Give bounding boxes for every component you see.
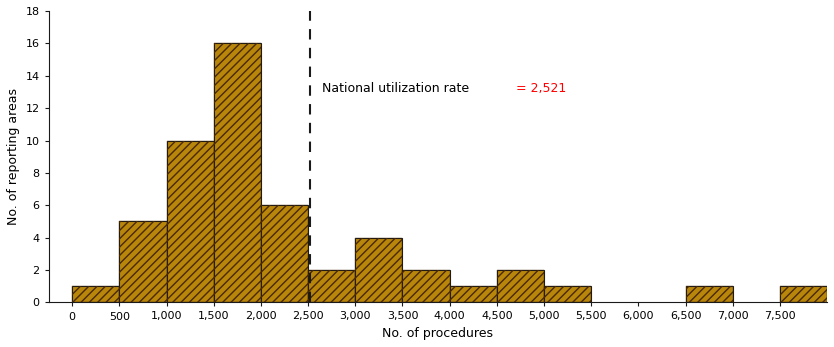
Y-axis label: No. of reporting areas: No. of reporting areas bbox=[7, 88, 20, 225]
Bar bbox=[73, 286, 119, 303]
Bar bbox=[497, 270, 544, 303]
Bar bbox=[780, 286, 827, 303]
Text: National utilization rate: National utilization rate bbox=[322, 82, 474, 95]
Bar bbox=[403, 270, 450, 303]
Bar bbox=[119, 221, 167, 303]
X-axis label: No. of procedures: No. of procedures bbox=[382, 327, 494, 340]
Bar bbox=[167, 141, 214, 303]
Bar bbox=[544, 286, 591, 303]
Bar bbox=[450, 286, 497, 303]
Bar bbox=[73, 286, 119, 303]
Bar bbox=[450, 286, 497, 303]
Bar bbox=[167, 141, 214, 303]
Bar bbox=[686, 286, 733, 303]
Bar bbox=[214, 43, 261, 303]
Text: = 2,521: = 2,521 bbox=[516, 82, 566, 95]
Bar bbox=[261, 205, 308, 303]
Bar bbox=[355, 238, 403, 303]
Bar bbox=[686, 286, 733, 303]
Bar bbox=[403, 270, 450, 303]
Bar bbox=[214, 43, 261, 303]
Bar bbox=[308, 270, 355, 303]
Bar bbox=[780, 286, 827, 303]
Bar bbox=[497, 270, 544, 303]
Bar bbox=[261, 205, 308, 303]
Bar bbox=[355, 238, 403, 303]
Bar bbox=[119, 221, 167, 303]
Bar bbox=[308, 270, 355, 303]
Bar bbox=[544, 286, 591, 303]
